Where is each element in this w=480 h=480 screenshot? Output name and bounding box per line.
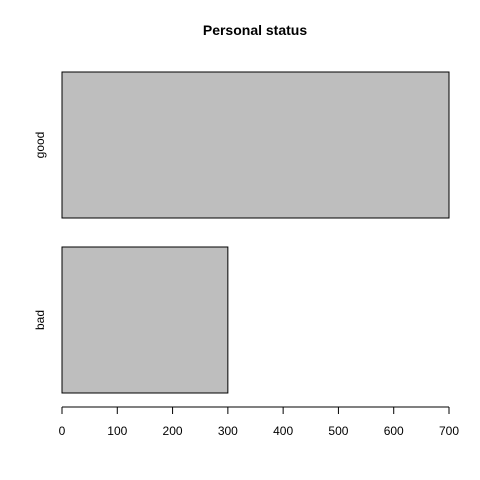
bars-group (61, 71, 450, 394)
x-tick-label-0: 0 (59, 424, 66, 438)
x-tick-label-400: 400 (273, 424, 293, 438)
category-labels-group: bad good (33, 132, 47, 330)
bar-bad (61, 246, 229, 394)
category-label-bad: bad (33, 310, 47, 330)
x-axis: 0 100 200 300 400 500 600 700 (59, 406, 459, 438)
x-tick-label-600: 600 (384, 424, 404, 438)
category-label-good: good (33, 132, 47, 159)
x-tick-label-100: 100 (107, 424, 127, 438)
x-tick-label-500: 500 (328, 424, 348, 438)
x-tick-label-200: 200 (163, 424, 183, 438)
chart-title: Personal status (203, 22, 307, 38)
x-tick-label-700: 700 (439, 424, 459, 438)
bar-good (61, 71, 450, 219)
x-tick-label-300: 300 (218, 424, 238, 438)
